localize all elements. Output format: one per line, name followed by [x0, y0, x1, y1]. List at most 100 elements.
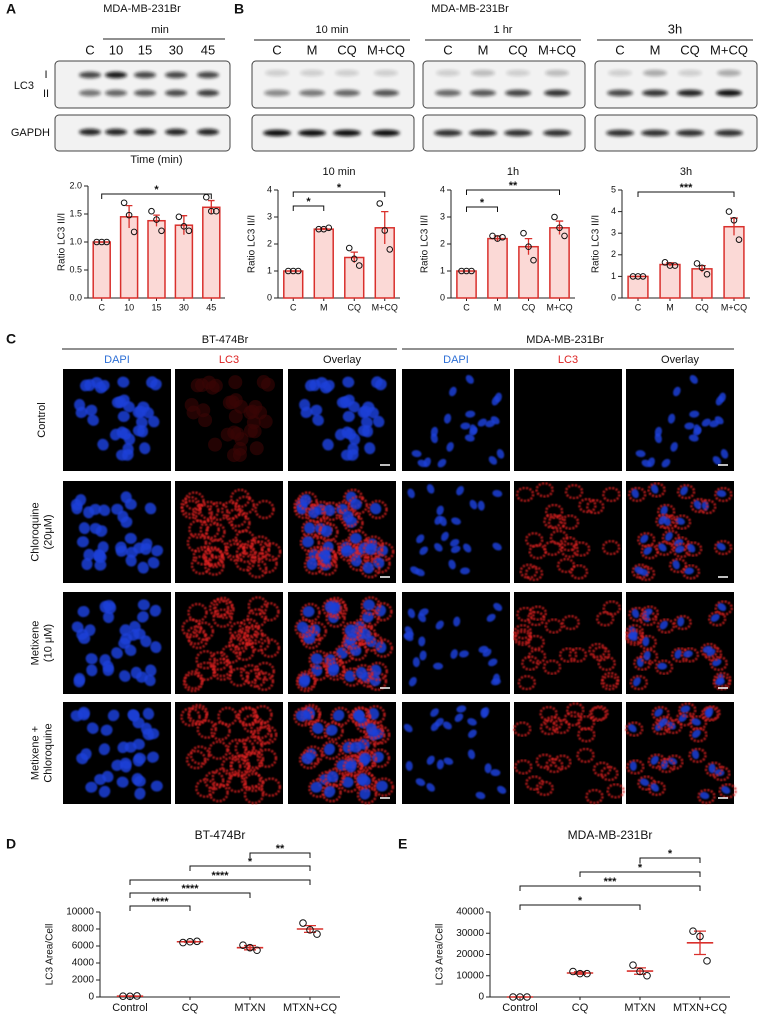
lc3-puncta — [229, 630, 251, 650]
significance-bracket — [519, 904, 641, 910]
x-tick-label: CQ — [572, 1002, 589, 1014]
nucleus — [349, 498, 362, 510]
chart-title: 3h — [680, 166, 692, 178]
nucleus — [469, 499, 478, 510]
row-label: Metixene + — [29, 726, 41, 780]
blot-band — [105, 128, 127, 136]
nucleus — [364, 442, 376, 455]
lc3-puncta — [626, 759, 645, 775]
nucleus — [632, 676, 641, 687]
y-tick-label: 0 — [440, 292, 445, 302]
lc3-puncta — [211, 657, 233, 678]
panel-letter: D — [6, 836, 16, 852]
nucleus — [85, 653, 98, 665]
nucleus — [680, 705, 691, 713]
nucleus — [478, 645, 489, 653]
label: CQ — [508, 42, 528, 57]
y-tick-label: 0 — [611, 292, 616, 302]
nucleus — [356, 773, 368, 785]
nucleus — [342, 376, 355, 388]
nucleus — [441, 531, 449, 542]
x-tick-label: CQ — [348, 302, 362, 312]
nucleus — [136, 416, 148, 429]
nucleus — [434, 543, 443, 552]
blot-band — [677, 89, 703, 97]
bar — [92, 241, 111, 299]
lc3-puncta — [647, 753, 666, 769]
nucleus — [443, 413, 452, 424]
significance-bracket — [189, 865, 311, 871]
nucleus — [119, 670, 131, 682]
nucleus — [403, 723, 413, 733]
lc3-puncta — [569, 564, 589, 580]
lc3-puncta — [254, 661, 276, 682]
data-point — [294, 267, 302, 275]
nucleus — [705, 707, 714, 717]
label: MDA-MB-231Br — [431, 3, 509, 15]
lc3-puncta — [651, 719, 671, 736]
nucleus — [311, 722, 324, 734]
lc3-puncta — [246, 608, 268, 628]
nucleus — [426, 755, 435, 765]
lc3-puncta — [566, 702, 585, 718]
lc3-puncta — [703, 645, 723, 662]
lc3-puncta — [367, 499, 388, 520]
lc3-puncta — [373, 777, 395, 797]
lc3-puncta — [560, 514, 580, 530]
lc3-puncta — [208, 598, 230, 618]
lc3-puncta — [517, 674, 537, 691]
lc3-puncta — [688, 747, 707, 764]
blot-band — [372, 129, 400, 137]
nucleus — [132, 425, 145, 437]
x-tick-label: CQ — [182, 1002, 199, 1014]
x-tick-label: M — [494, 302, 502, 312]
lc3-puncta — [672, 514, 692, 530]
lc3-puncta — [293, 707, 314, 727]
nucleus — [450, 649, 458, 659]
blot-band — [79, 71, 101, 79]
label: 1 hr — [494, 24, 513, 36]
y-tick-label: 3 — [267, 211, 272, 221]
nucleus — [693, 499, 702, 510]
nucleus — [688, 434, 699, 442]
lc3-puncta — [637, 775, 656, 791]
y-tick-label: 10000 — [66, 907, 94, 918]
lc3-puncta — [295, 672, 317, 693]
nucleus — [650, 783, 659, 792]
micrograph — [402, 592, 510, 694]
lc3-faint — [196, 403, 211, 418]
nucleus — [362, 611, 374, 623]
x-tick-label: M — [320, 302, 328, 312]
nucleus — [682, 650, 693, 658]
lc3-puncta — [586, 498, 605, 515]
label: M — [478, 42, 489, 57]
data-point — [703, 270, 711, 278]
nucleus — [650, 755, 659, 765]
y-tick-label: 0 — [88, 992, 94, 1003]
lc3-puncta — [600, 675, 620, 691]
nucleus — [642, 636, 650, 647]
lc3-puncta — [217, 706, 238, 727]
significance-bracket — [466, 206, 498, 212]
lc3-puncta — [585, 788, 604, 805]
lc3-faint — [227, 425, 242, 440]
bar — [174, 224, 194, 299]
lc3-puncta — [237, 626, 258, 646]
label: CQ — [337, 42, 357, 57]
lc3-puncta — [369, 748, 391, 768]
lc3-puncta — [206, 538, 228, 559]
label: DAPI — [104, 354, 130, 366]
lc3-puncta — [212, 596, 234, 617]
nucleus — [412, 657, 420, 668]
nucleus — [332, 709, 345, 722]
data-point — [239, 941, 247, 949]
data-point — [208, 207, 215, 215]
lc3-puncta — [325, 596, 347, 617]
nucleus — [295, 710, 308, 722]
blot-band — [678, 69, 702, 77]
nucleus — [475, 791, 486, 800]
lc3-puncta — [243, 625, 264, 645]
lc3-puncta — [303, 555, 325, 575]
data-point — [158, 227, 165, 235]
label: LC3 — [14, 80, 34, 92]
